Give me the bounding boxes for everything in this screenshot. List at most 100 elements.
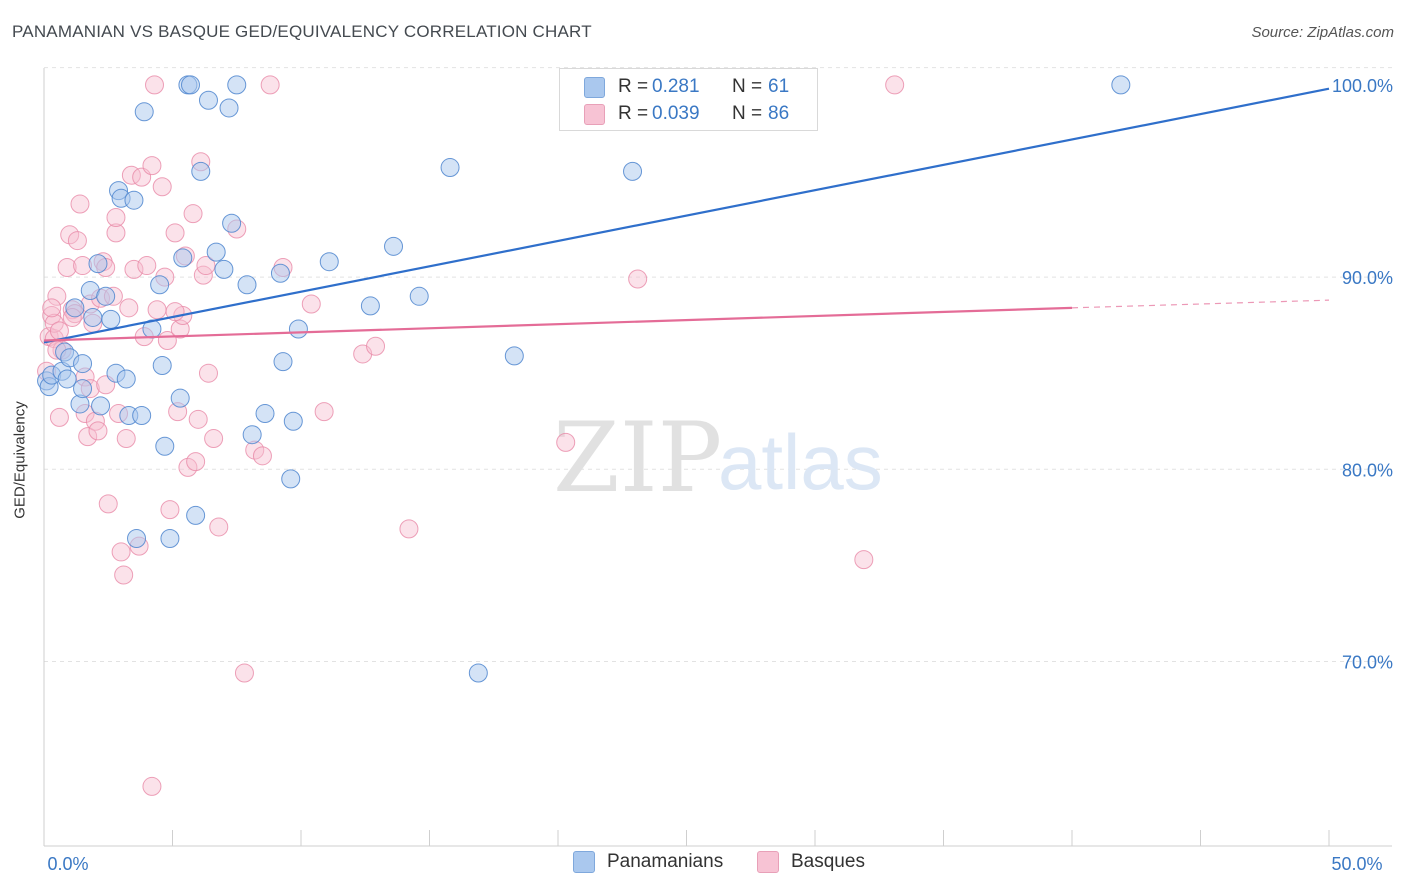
panamanians-point	[440, 158, 460, 178]
panamanians-points	[37, 75, 1131, 683]
legend-n-value: 61	[768, 76, 790, 97]
axis-layer	[43, 68, 1392, 847]
panamanians-point	[83, 307, 103, 327]
basques-point	[366, 336, 386, 356]
basques-point	[111, 542, 131, 562]
correlation-legend: R = 0.281 N = 61 R = 0.039 N = 86	[559, 68, 818, 131]
watermark: ZIP atlas	[553, 402, 883, 514]
basques-point	[165, 223, 185, 243]
basques-point	[116, 429, 136, 449]
panamanians-point	[504, 346, 524, 366]
panamanians-point	[468, 663, 488, 683]
panamanians-point	[623, 161, 643, 181]
panamanians-point	[57, 369, 77, 389]
basques-point	[183, 204, 203, 224]
panamanians-point	[288, 319, 308, 339]
panamanians-point	[384, 236, 404, 256]
panamanians-point	[170, 388, 190, 408]
panamanians-point	[134, 102, 154, 122]
panamanians-point	[132, 405, 152, 425]
trend-lines	[43, 87, 1330, 344]
x-tick-label: 0.0%	[47, 854, 88, 874]
legend-swatch-basques	[584, 104, 605, 125]
basques-point	[142, 156, 162, 176]
basques-point	[152, 177, 172, 197]
panamanians-point	[242, 425, 262, 445]
basques-point	[114, 565, 134, 585]
series-swatch-panamanians	[573, 851, 595, 873]
panamanians-point	[88, 254, 108, 274]
grid-layer	[44, 67, 1392, 662]
basques-point	[49, 407, 69, 427]
basques-point	[98, 494, 118, 514]
basques-point	[57, 257, 77, 277]
watermark-atlas: atlas	[718, 418, 883, 506]
series-legend-panamanians[interactable]: Panamanians	[573, 851, 723, 873]
panamanians-point	[160, 528, 180, 548]
panamanians-point	[152, 356, 172, 375]
panamanians-point	[319, 252, 339, 272]
panamanians-point	[191, 161, 211, 181]
y-tick-label: 80.0%	[1342, 460, 1393, 480]
panamanians-point	[124, 190, 144, 210]
basques-point	[314, 402, 334, 422]
panamanians-point	[1111, 75, 1131, 95]
panamanians-point	[91, 396, 111, 416]
panamanians-point	[173, 248, 193, 268]
legend-n-label: N =	[732, 103, 763, 124]
panamanians-point	[180, 75, 200, 95]
basques-point	[142, 776, 162, 796]
basques-point	[188, 409, 208, 429]
basques-point	[260, 75, 280, 95]
legend-n-value: 86	[768, 103, 790, 124]
panamanians-point	[360, 296, 380, 316]
panamanians-point	[214, 259, 234, 279]
panamanians-point	[101, 309, 121, 329]
basques-point	[145, 75, 165, 95]
series-label-panamanians: Panamanians	[607, 851, 724, 872]
basques-point	[78, 427, 98, 447]
panamanians-point	[96, 286, 116, 306]
panamanians-point	[255, 404, 275, 424]
x-tick-label: 50.0%	[1331, 854, 1382, 874]
basques-point	[252, 446, 272, 466]
basques-point	[106, 223, 126, 243]
y-tick-label: 70.0%	[1342, 652, 1393, 672]
basques-point	[67, 231, 87, 251]
basques-point	[124, 259, 144, 279]
source-credit: Source: ZipAtlas.com	[1251, 24, 1394, 41]
basques-point	[196, 256, 216, 276]
series-legend-basques[interactable]: Basques	[757, 851, 865, 873]
legend-n-label: N =	[732, 76, 763, 97]
basques-trend-line	[43, 306, 1073, 342]
basques-point	[628, 269, 648, 289]
panamanians-point	[155, 436, 175, 456]
panamanians-point	[206, 242, 226, 262]
basques-point	[119, 298, 139, 318]
panamanians-trend-line	[43, 87, 1330, 344]
basques-point	[60, 225, 80, 245]
legend-r-value: 0.039	[652, 103, 700, 124]
basques-point	[42, 306, 62, 326]
panamanians-point	[198, 90, 218, 110]
panamanians-point	[227, 75, 247, 95]
basques-point	[209, 517, 229, 537]
basques-point	[137, 256, 157, 276]
basques-point	[42, 298, 62, 318]
panamanians-point	[73, 354, 93, 374]
basques-point	[70, 194, 90, 214]
legend-r-value: 0.281	[652, 76, 700, 97]
basques-point	[178, 457, 198, 477]
basques-point	[399, 519, 419, 539]
basques-point	[854, 550, 874, 570]
legend-r-label: R =	[618, 76, 649, 97]
basques-point	[160, 500, 180, 520]
panamanians-point	[65, 298, 85, 318]
watermark-zip: ZIP	[553, 402, 722, 514]
legend-r-label: R =	[618, 103, 649, 124]
basques-point	[204, 429, 224, 449]
panamanians-point	[150, 275, 170, 295]
series-swatch-basques	[757, 851, 779, 873]
tick-labels: 70.0% 80.0% 90.0% 100.0% 0.0% 50.0%	[47, 76, 1393, 874]
